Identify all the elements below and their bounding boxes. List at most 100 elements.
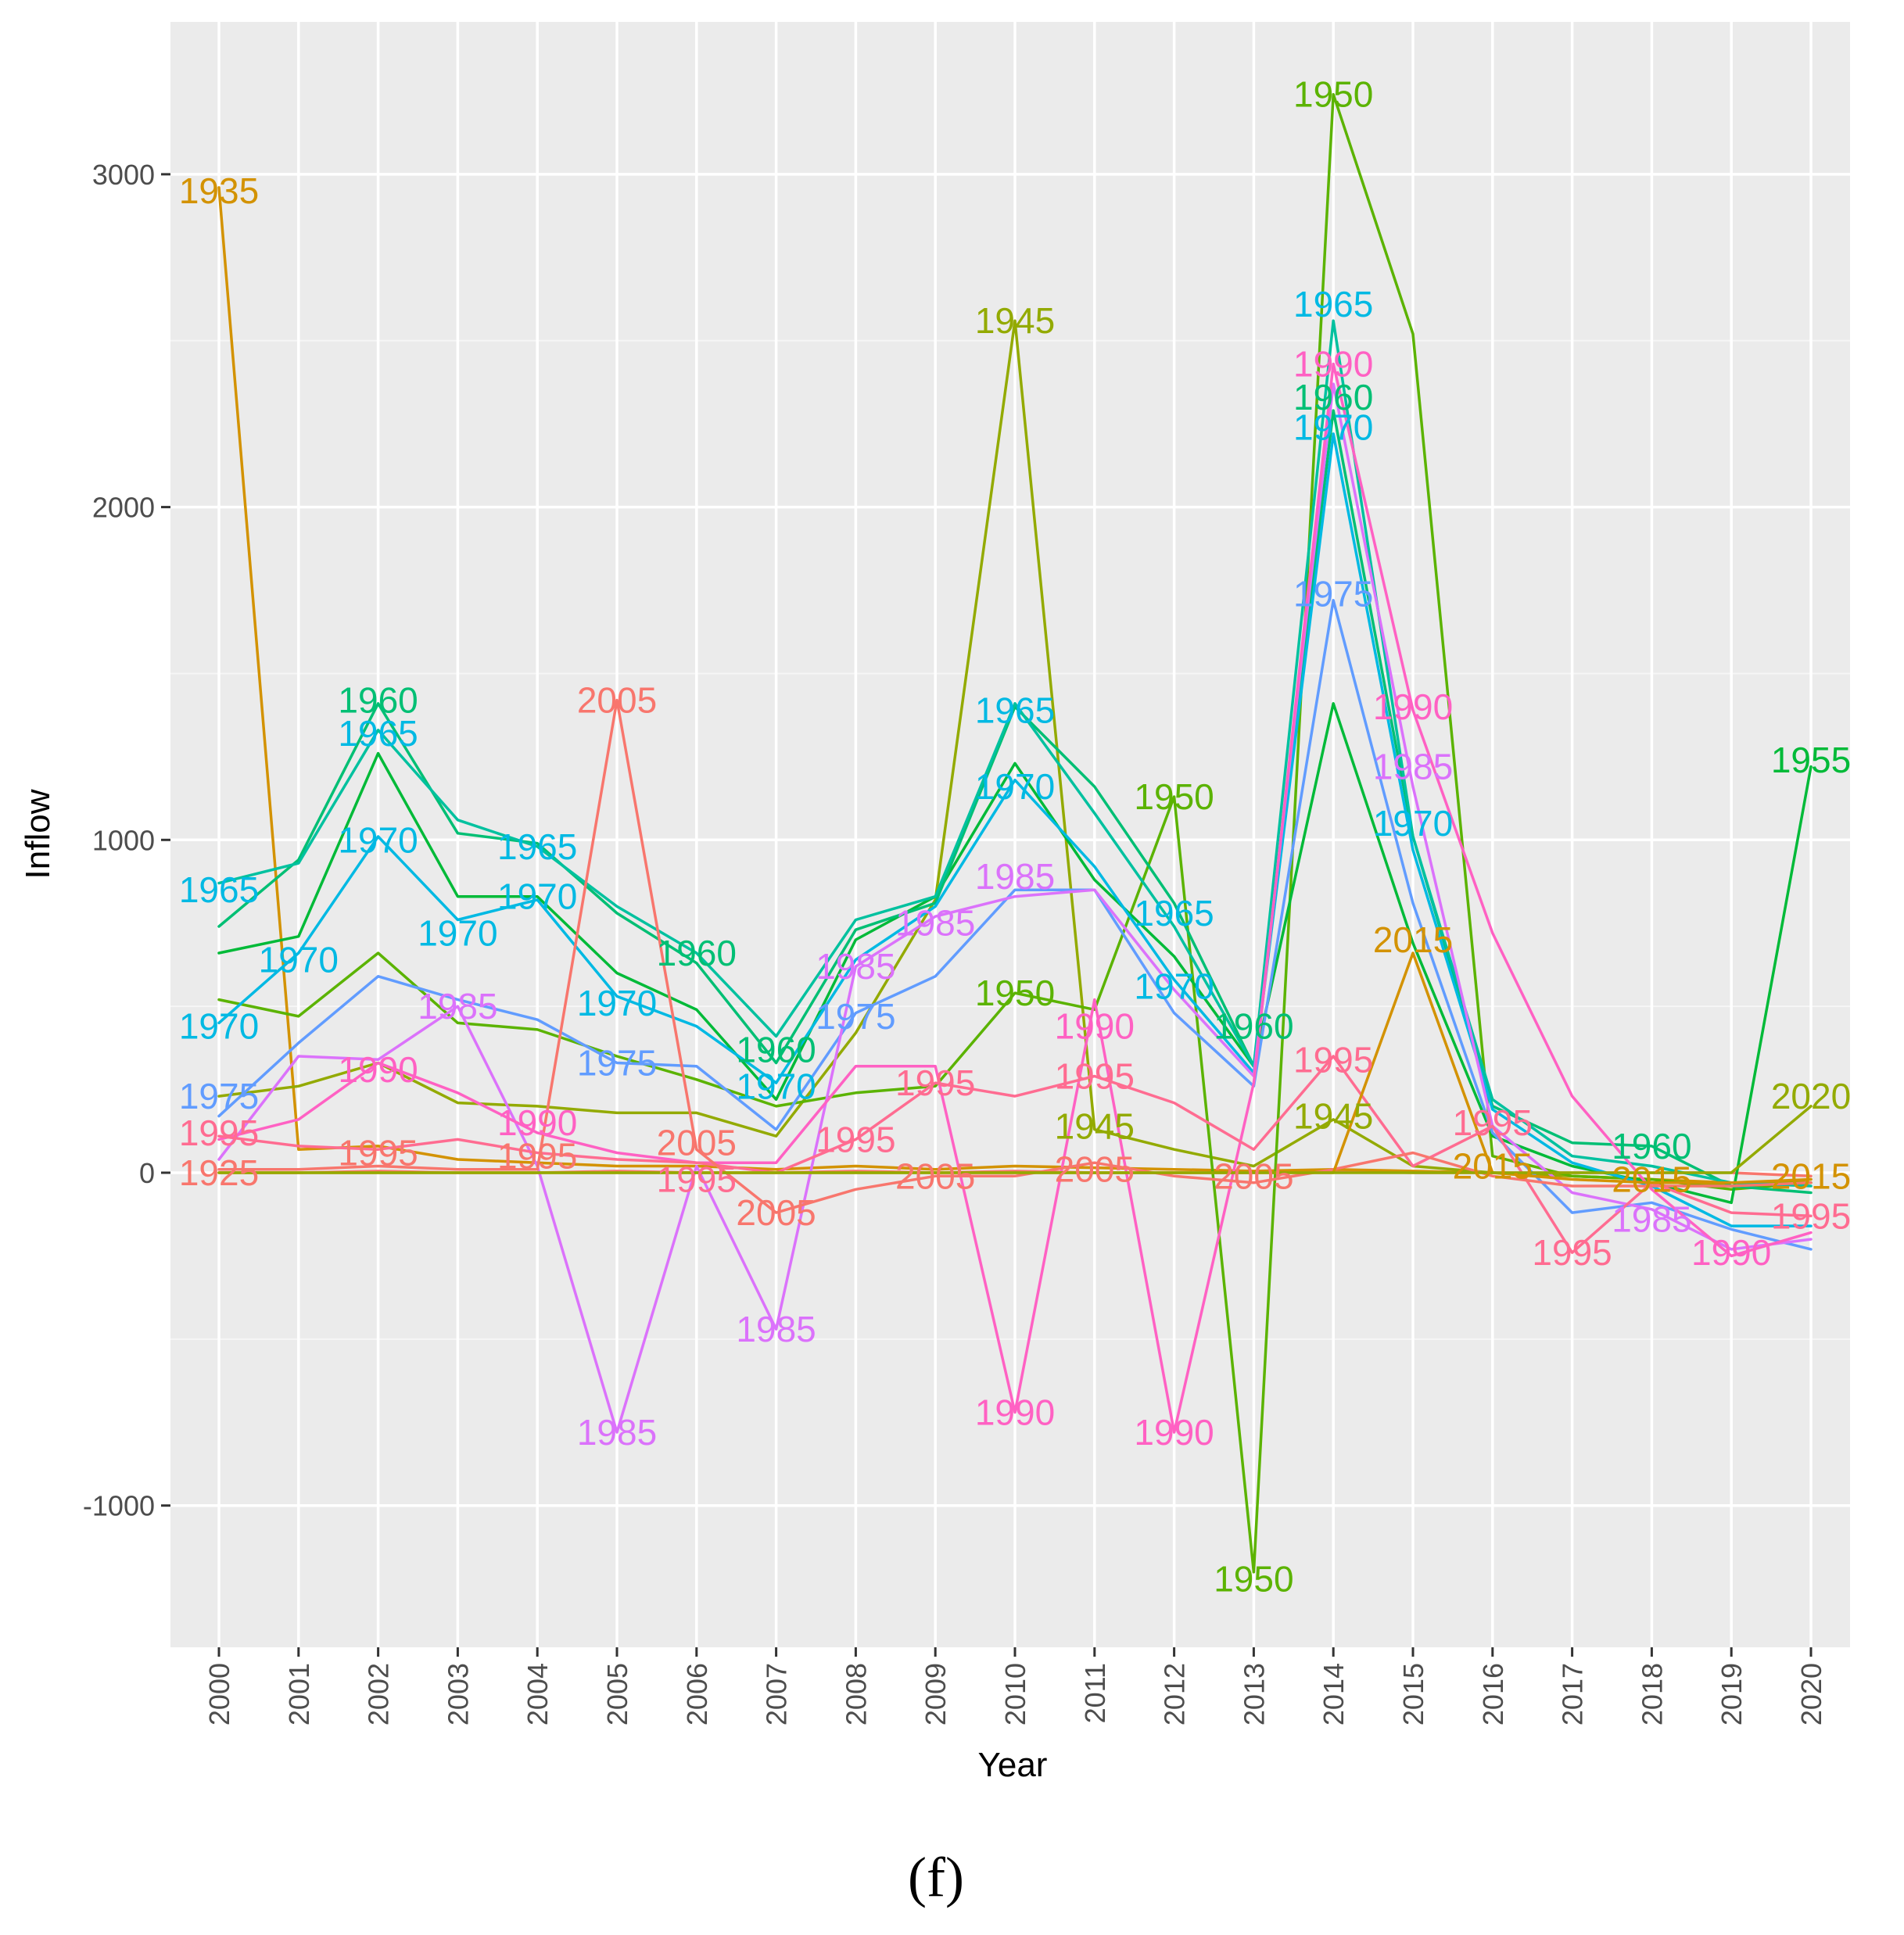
line-label-1975: 1975 [1293,573,1373,614]
line-label-1945: 1945 [1293,1096,1373,1137]
line-label-1990: 1990 [1373,686,1453,727]
line-label-1965: 1965 [338,713,418,754]
line-label-1995: 1995 [1532,1232,1612,1273]
line-label-1955: 1955 [1771,740,1851,780]
x-tick-label: 2000 [203,1663,235,1725]
line-label-1985: 1985 [975,856,1055,897]
line-label-1995: 1995 [179,1113,259,1153]
line-label-1970: 1970 [418,912,497,953]
line-label-2015: 2015 [1453,1145,1533,1186]
line-label-1950: 1950 [1134,776,1214,817]
line-label-1950: 1950 [1214,1558,1293,1599]
line-label-1935: 1935 [179,170,259,211]
x-tick-label: 2001 [283,1663,315,1725]
line-label-2015: 2015 [1612,1159,1691,1200]
x-tick-label: 2006 [681,1663,713,1725]
series-line-1945 [217,319,1813,1188]
x-tick-label: 2019 [1716,1663,1748,1725]
line-label-1985: 1985 [1612,1199,1691,1240]
line-label-2005: 2005 [1055,1149,1135,1190]
major-gridlines [170,22,1850,1647]
line-label-1995: 1995 [1055,1056,1135,1097]
line-label-1990: 1990 [1134,1412,1214,1453]
x-tick-label: 2008 [840,1663,872,1725]
line-label-1995: 1995 [895,1062,975,1103]
x-tick-label: 2015 [1397,1663,1429,1725]
line-label-1960: 1960 [736,1029,816,1070]
line-label-1965: 1965 [1134,893,1214,933]
series-line-1985 [217,382,1813,1434]
x-tick-label: 2014 [1318,1663,1350,1725]
line-label-1985: 1985 [895,903,975,944]
line-label-2020: 2020 [1771,1076,1851,1116]
x-tick-label: 2011 [1079,1663,1111,1723]
line-label-1990: 1990 [1293,344,1373,385]
y-axis-title: Inflow [19,789,57,879]
line-label-1965: 1965 [975,690,1055,730]
line-label-1960: 1960 [1293,377,1373,417]
y-axis: -1000 0 1000 2000 3000 [83,159,170,1522]
x-tick-label: 2012 [1159,1663,1191,1725]
y-tick-label: -1000 [83,1490,155,1522]
y-tick-label: 3000 [92,159,155,191]
line-label-1985: 1985 [736,1309,816,1349]
line-label-2005: 2005 [577,680,657,721]
series-line-2005 [217,698,1813,1214]
line-label-1975: 1975 [816,996,895,1037]
x-tick-label: 2016 [1477,1663,1509,1725]
line-label-2005: 2005 [895,1156,975,1196]
line-label-1950: 1950 [1293,74,1373,115]
line-label-1970: 1970 [497,876,577,917]
line-label-1985: 1985 [418,986,497,1027]
line-label-1960: 1960 [338,680,418,721]
line-label-1960: 1960 [1214,1006,1293,1047]
line-labels: 1935196519701975199519251970196019651970… [179,74,1851,1600]
x-tick-label: 2020 [1795,1663,1827,1725]
series-line-1955 [217,702,1813,1205]
line-label-1945: 1945 [1055,1105,1135,1146]
line-label-1975: 1975 [577,1043,657,1084]
line-label-1990: 1990 [975,1392,1055,1433]
x-tick-label: 2009 [920,1663,952,1725]
x-tick-label: 2002 [363,1663,395,1725]
line-label-1970: 1970 [577,983,657,1023]
x-tick-label: 2017 [1557,1663,1589,1725]
line-label-2005: 2005 [1214,1156,1293,1196]
line-label-1950: 1950 [975,973,1055,1013]
plot-panel [170,22,1850,1647]
line-label-1985: 1985 [577,1412,657,1453]
series-lines [217,92,1813,1574]
line-label-1990: 1990 [497,1102,577,1143]
line-label-2005: 2005 [736,1192,816,1233]
line-label-2015: 2015 [1771,1156,1851,1196]
line-label-1995: 1995 [1293,1039,1373,1080]
x-tick-label: 2018 [1636,1663,1668,1725]
x-axis-title: Year [978,1746,1048,1784]
series-line-1995 [217,1055,1813,1254]
figure-caption: (f) [908,1846,964,1908]
line-label-1960: 1960 [1612,1126,1691,1166]
line-label-1995: 1995 [1453,1102,1533,1143]
line-label-1965: 1965 [179,869,259,910]
line-label-1985: 1985 [816,946,895,987]
series-line-1990 [217,362,1813,1434]
line-label-2015: 2015 [1373,919,1453,960]
y-tick-label: 0 [139,1157,155,1189]
series-line-1965 [217,319,1813,1188]
y-tick-label: 2000 [92,492,155,524]
line-label-1945: 1945 [975,300,1055,341]
x-tick-label: 2013 [1238,1663,1270,1725]
line-label-1970: 1970 [975,766,1055,807]
x-tick-label: 2004 [522,1663,554,1725]
line-label-1975: 1975 [179,1076,259,1116]
line-label-1970: 1970 [736,1066,816,1106]
x-tick-label: 2010 [999,1663,1031,1725]
line-label-1995: 1995 [657,1159,737,1200]
line-label-1990: 1990 [1055,1006,1135,1047]
line-label-1970: 1970 [1293,407,1373,447]
line-label-1970: 1970 [338,819,418,860]
line-label-1960: 1960 [657,933,737,973]
line-label-1995: 1995 [1771,1195,1851,1236]
minor-gridlines [170,339,1850,1340]
